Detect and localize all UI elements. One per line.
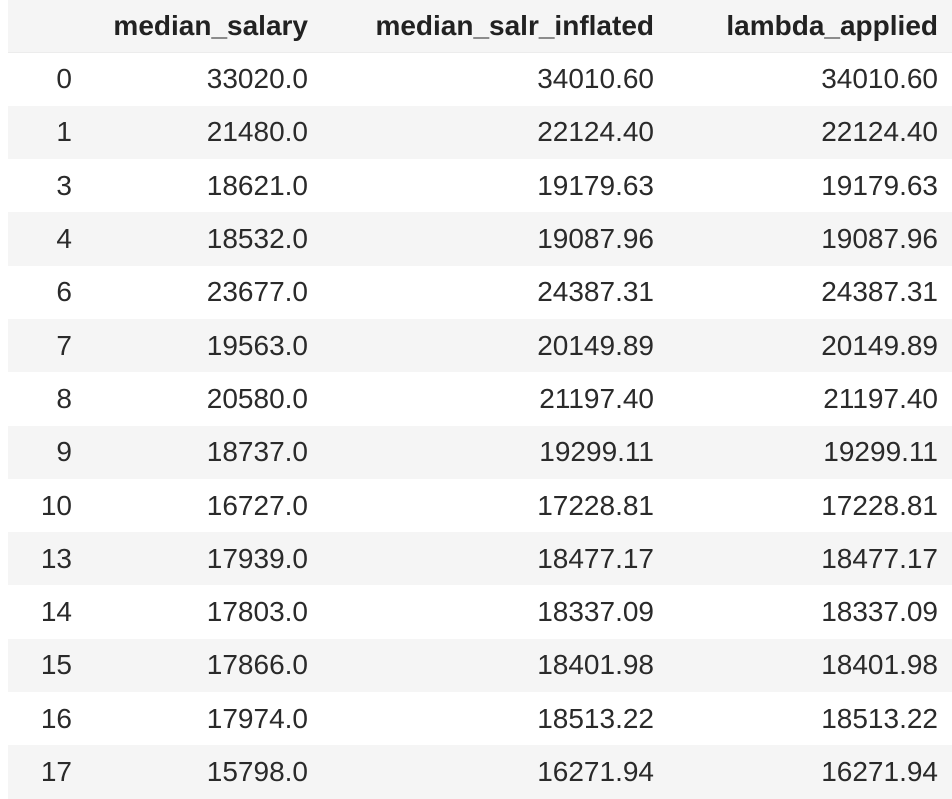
row-index: 7 <box>56 329 72 361</box>
cell-lambda-applied: 19179.63 <box>821 169 938 201</box>
row-index: 1 <box>56 116 72 148</box>
cell-median-salary: 20580.0 <box>206 382 308 414</box>
cell-median-salr-inflated: 19087.96 <box>537 223 654 255</box>
table-row: 8 20580.0 21197.40 21197.40 <box>8 372 952 426</box>
cell-lambda-applied: 18401.98 <box>821 649 938 681</box>
cell-median-salary: 18532.0 <box>206 223 308 255</box>
cell-lambda-applied: 21197.40 <box>823 382 938 414</box>
cell-median-salary: 17939.0 <box>206 542 308 574</box>
cell-lambda-applied: 19087.96 <box>821 223 938 255</box>
column-header-median-salr-inflated: median_salr_inflated <box>322 0 668 53</box>
table-row: 7 19563.0 20149.89 20149.89 <box>8 318 952 373</box>
cell-median-salary: 15798.0 <box>206 756 308 787</box>
header-row: median_salary median_salr_inflated lambd… <box>8 0 952 53</box>
cell-median-salary: 33020.0 <box>206 63 308 95</box>
row-index: 0 <box>56 63 72 95</box>
row-index: 6 <box>56 276 72 308</box>
cell-median-salr-inflated: 18477.17 <box>537 542 654 574</box>
cell-lambda-applied: 34010.60 <box>821 63 938 95</box>
cell-median-salr-inflated: 16271.94 <box>537 756 654 787</box>
cell-median-salr-inflated: 20149.89 <box>537 329 654 361</box>
dataframe-table: median_salary median_salr_inflated lambd… <box>8 0 952 799</box>
column-header-median-salary: median_salary <box>88 0 322 53</box>
cell-median-salary: 17974.0 <box>206 702 308 734</box>
cell-median-salary: 23677.0 <box>206 276 308 308</box>
table-row: 15 17866.0 18401.98 18401.98 <box>8 638 952 693</box>
table-row: 10 16727.0 17228.81 17228.81 <box>8 478 952 533</box>
cell-median-salary: 17803.0 <box>206 596 308 628</box>
cell-median-salr-inflated: 21197.40 <box>539 382 654 414</box>
cell-lambda-applied: 18477.17 <box>821 542 938 574</box>
cell-median-salr-inflated: 18513.22 <box>537 702 654 734</box>
table-header: median_salary median_salr_inflated lambd… <box>8 0 952 53</box>
cell-median-salary: 18621.0 <box>206 169 308 201</box>
row-index: 9 <box>56 436 72 468</box>
cell-lambda-applied: 18337.09 <box>821 596 938 628</box>
cell-lambda-applied: 18513.22 <box>821 702 938 734</box>
table-body: 0 33020.0 34010.60 34010.60 1 21480.0 22124.40… <box>8 52 952 799</box>
row-index: 8 <box>56 382 72 414</box>
cell-median-salr-inflated: 34010.60 <box>537 63 654 95</box>
table-row: 6 23677.0 24387.31 24387.31 <box>8 265 952 319</box>
cell-lambda-applied: 16271.94 <box>821 756 938 787</box>
cell-median-salr-inflated: 18401.98 <box>537 649 654 681</box>
row-index: 17 <box>40 756 72 787</box>
row-index: 15 <box>40 649 72 681</box>
cell-median-salr-inflated: 19299.11 <box>539 436 654 468</box>
table-row: 13 17939.0 18477.17 18477.17 <box>8 532 952 586</box>
cell-median-salr-inflated: 19179.63 <box>537 169 654 201</box>
row-index: 16 <box>40 702 72 734</box>
table-row: 16 17974.0 18513.22 18513.22 <box>8 692 952 746</box>
column-header-lambda-applied: lambda_applied <box>668 0 952 53</box>
cell-median-salr-inflated: 18337.09 <box>537 596 654 628</box>
row-index: 13 <box>40 542 72 574</box>
cell-median-salr-inflated: 22124.40 <box>537 116 654 148</box>
table-row: 17 15798.0 16271.94 16271.94 <box>8 745 952 799</box>
cell-median-salary: 18737.0 <box>206 436 308 468</box>
table-row: 14 17803.0 18337.09 18337.09 <box>8 585 952 639</box>
table-row: 3 18621.0 19179.63 19179.63 <box>8 159 952 213</box>
cell-median-salary: 17866.0 <box>206 649 308 681</box>
cell-median-salary: 19563.0 <box>206 329 308 361</box>
cell-lambda-applied: 22124.40 <box>821 116 938 148</box>
cell-median-salary: 16727.0 <box>206 489 308 521</box>
table-row: 4 18532.0 19087.96 19087.96 <box>8 212 952 266</box>
cell-median-salary: 21480.0 <box>206 116 308 148</box>
table-row: 1 21480.0 22124.40 22124.40 <box>8 105 952 160</box>
table-row: 9 18737.0 19299.11 19299.11 <box>8 425 952 479</box>
cell-median-salr-inflated: 17228.81 <box>537 489 654 521</box>
cell-lambda-applied: 20149.89 <box>821 329 938 361</box>
cell-lambda-applied: 24387.31 <box>821 276 938 308</box>
row-index: 10 <box>40 489 72 521</box>
cell-lambda-applied: 19299.11 <box>823 436 938 468</box>
row-index: 3 <box>56 169 72 201</box>
row-index: 14 <box>40 596 72 628</box>
index-column-header <box>8 0 88 53</box>
row-index: 4 <box>56 223 72 255</box>
table-row: 0 33020.0 34010.60 34010.60 <box>8 52 952 106</box>
cell-median-salr-inflated: 24387.31 <box>537 276 654 308</box>
cell-lambda-applied: 17228.81 <box>821 489 938 521</box>
